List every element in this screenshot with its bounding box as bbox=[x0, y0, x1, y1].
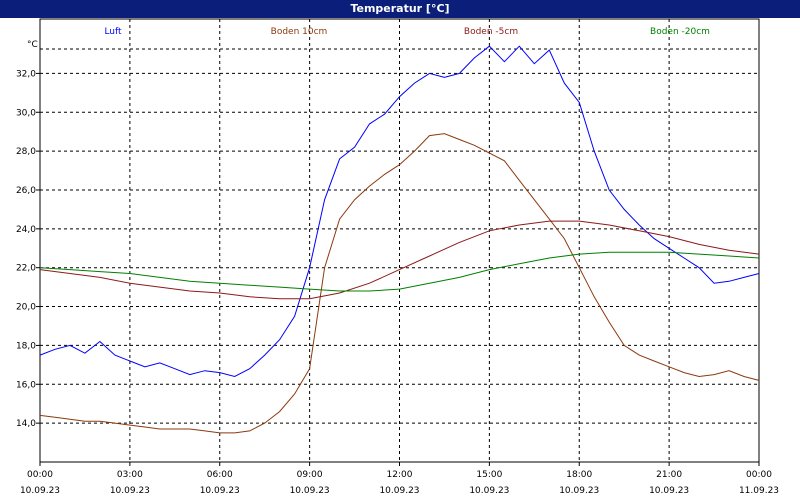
x-tick-time: 00:00 bbox=[27, 470, 53, 480]
x-tick-date: 10.09.23 bbox=[110, 486, 150, 496]
y-axis-unit: °C bbox=[27, 40, 38, 50]
x-tick-date: 10.09.23 bbox=[649, 486, 689, 496]
y-tick-label: 30,0 bbox=[16, 108, 36, 118]
x-tick-date: 10.09.23 bbox=[20, 486, 60, 496]
y-tick-label: 14,0 bbox=[16, 419, 36, 429]
x-tick-date: 11.09.23 bbox=[739, 486, 779, 496]
legend-entry: Boden -5cm bbox=[464, 27, 518, 37]
y-tick-label: 18,0 bbox=[16, 341, 36, 351]
x-tick-labels: 00:00 10.09.23 03:00 10.09.23 06:00 10.09.23 0… bbox=[20, 462, 779, 496]
x-tick-time: 15:00 bbox=[476, 470, 502, 480]
x-tick-time: 21:00 bbox=[656, 470, 682, 480]
y-tick-label: 24,0 bbox=[16, 225, 36, 235]
x-tick-date: 10.09.23 bbox=[200, 486, 240, 496]
x-tick-time: 09:00 bbox=[297, 470, 323, 480]
x-tick-time: 06:00 bbox=[207, 470, 233, 480]
y-tick-label: 22,0 bbox=[16, 264, 36, 274]
x-tick-time: 00:00 bbox=[746, 470, 772, 480]
y-tick-labels: 14,0 16,0 18,0 20,0 22,0 24,0 26,0 28,0 30,0 32,0 bbox=[16, 69, 40, 429]
x-tick-date: 10.09.23 bbox=[469, 486, 509, 496]
legend-entry: Luft bbox=[104, 27, 122, 37]
y-tick-label: 20,0 bbox=[16, 303, 36, 313]
y-tick-label: 26,0 bbox=[16, 186, 36, 196]
y-tick-label: 16,0 bbox=[16, 380, 36, 390]
y-tick-label: 28,0 bbox=[16, 147, 36, 157]
legend-entry: Boden 10cm bbox=[271, 27, 328, 37]
legend-entry: Boden -20cm bbox=[650, 27, 710, 37]
x-tick-date: 10.09.23 bbox=[290, 486, 330, 496]
x-tick-time: 03:00 bbox=[117, 470, 143, 480]
x-tick-date: 10.09.23 bbox=[379, 486, 419, 496]
y-tick-label: 32,0 bbox=[16, 69, 36, 79]
x-tick-time: 18:00 bbox=[566, 470, 592, 480]
x-tick-time: 12:00 bbox=[387, 470, 413, 480]
x-tick-date: 10.09.23 bbox=[559, 486, 599, 496]
